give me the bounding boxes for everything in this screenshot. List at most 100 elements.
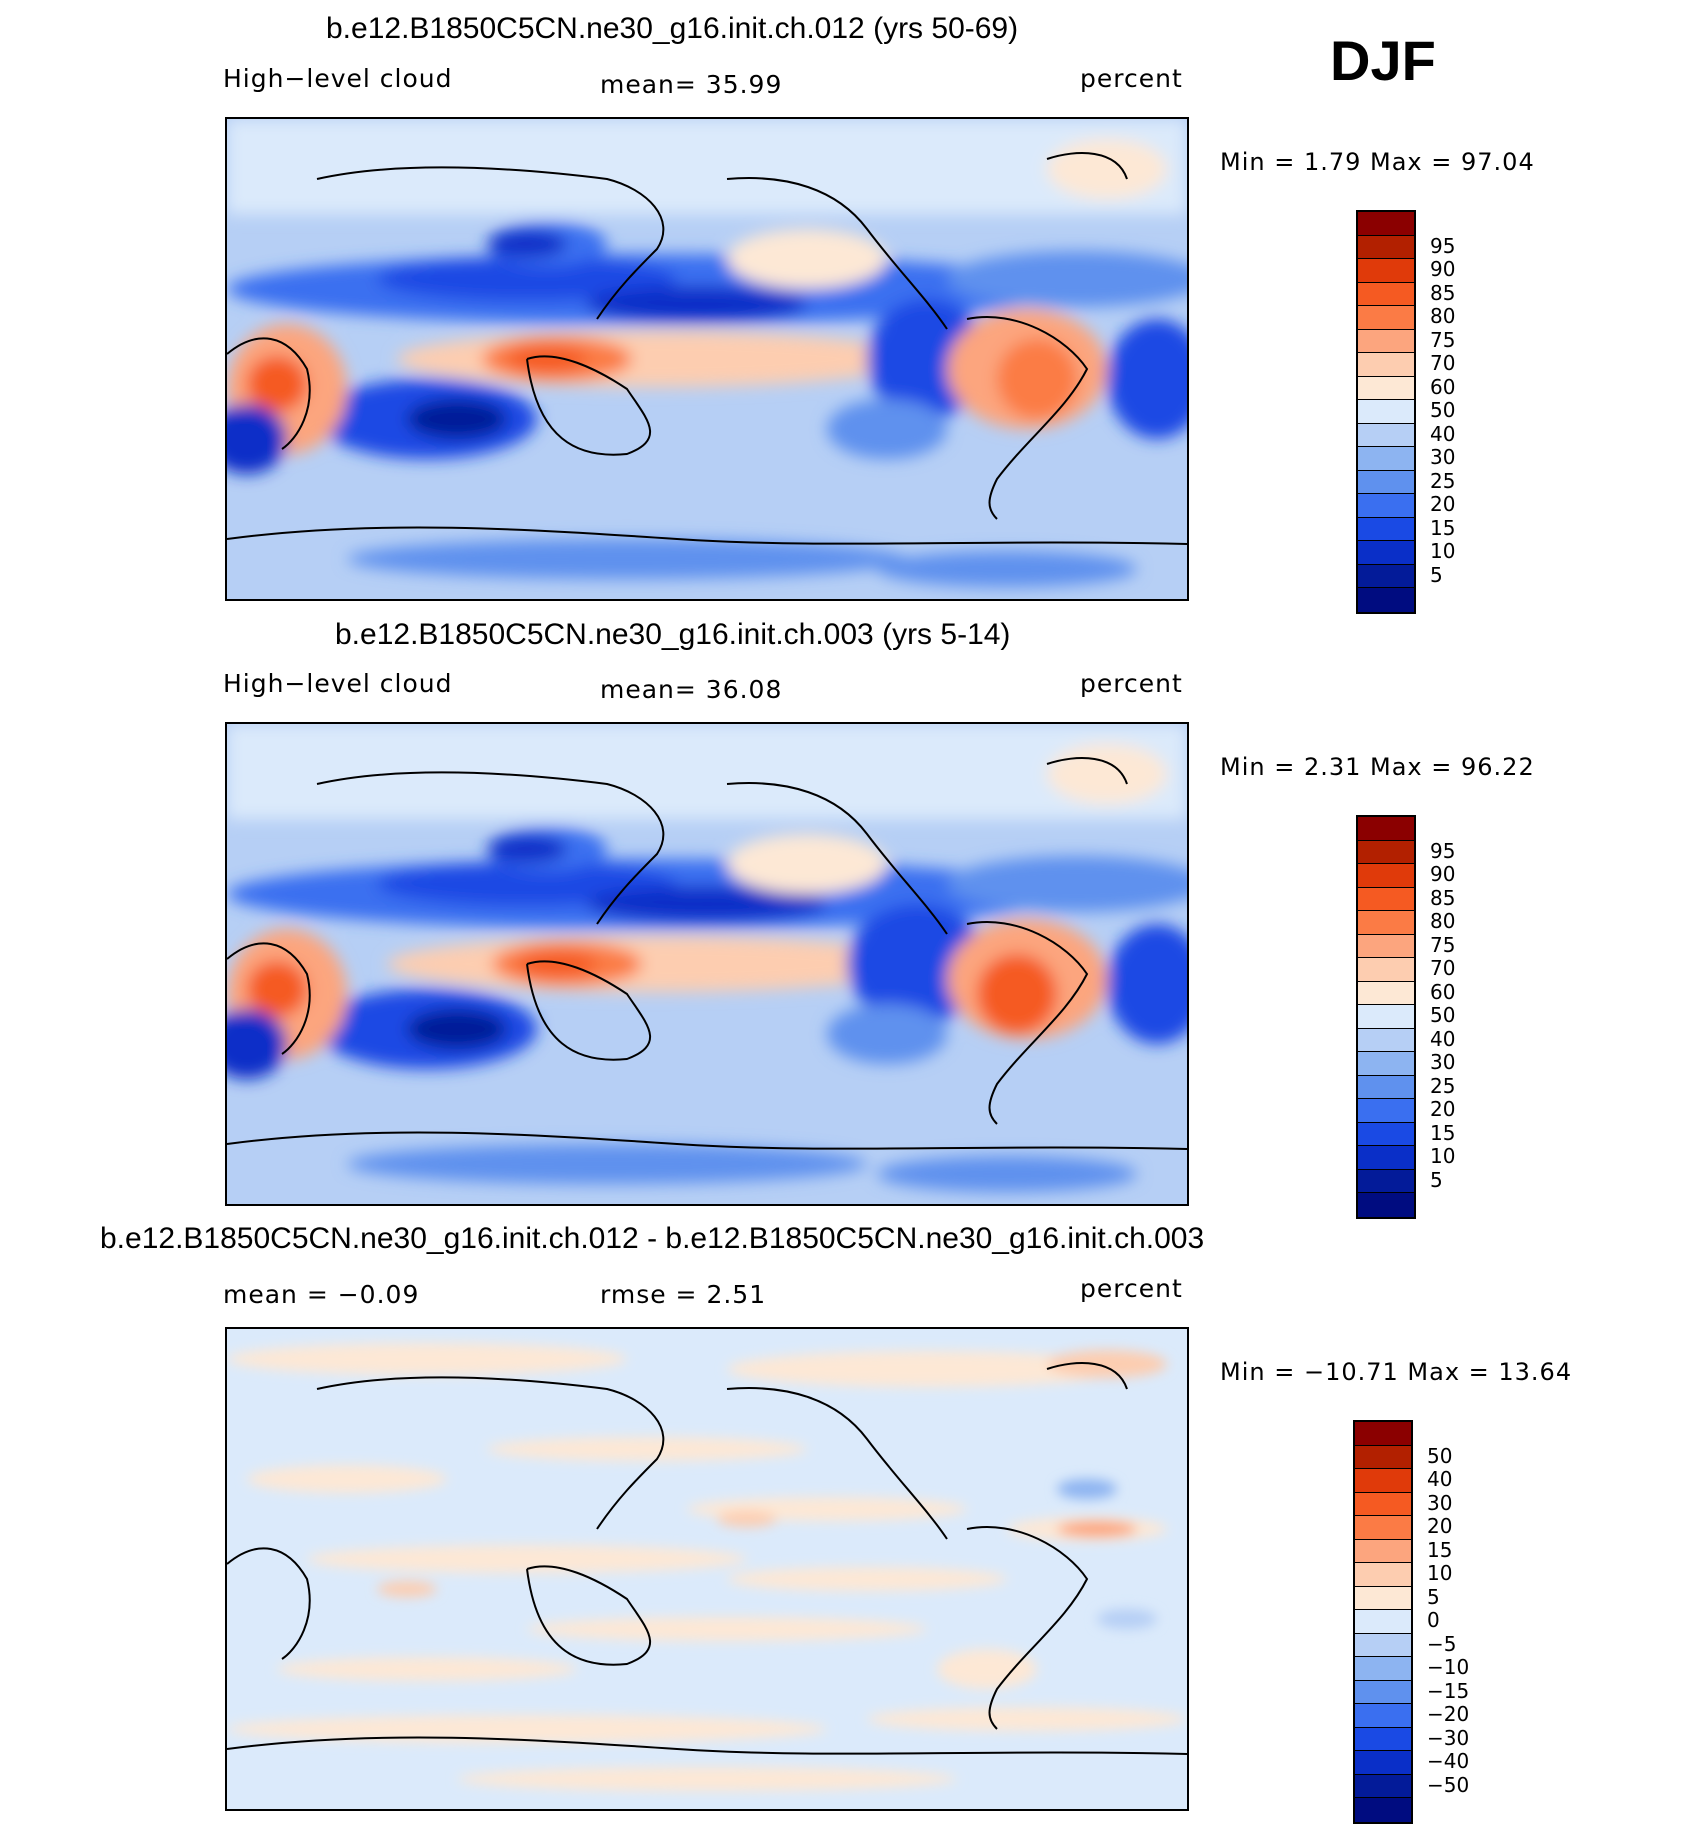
panel-2-mean-label: mean= 36.08 — [600, 675, 783, 704]
panel-1-title: b.e12.B1850C5CN.ne30_g16.init.ch.012 (yr… — [326, 12, 1019, 45]
panel-3-colorbar-tick-label: −50 — [1427, 1772, 1470, 1797]
panel-2-colorbar-cell — [1358, 911, 1414, 935]
panel-1-colorbar-tick-label: 50 — [1430, 398, 1456, 422]
panel-2-colorbar-tick-label: 15 — [1430, 1120, 1456, 1145]
panel-1-colorbar-tick-label: 75 — [1430, 327, 1456, 352]
panel-2-colorbar-tick-label: 10 — [1430, 1144, 1456, 1168]
panel-3-colorbar-cell — [1355, 1774, 1411, 1798]
panel-2-colorbar-cell — [1358, 817, 1414, 841]
panel-2-colorbar — [1356, 815, 1416, 1219]
panel-1-colorbar-cell — [1358, 588, 1414, 612]
panel-2-colorbar-cell — [1358, 1169, 1414, 1193]
panel-3-colorbar-tick-label: −5 — [1427, 1631, 1457, 1656]
panel-3-colorbar-tick-label: 50 — [1427, 1443, 1453, 1468]
panel-3-colorbar-tick-label: −15 — [1427, 1678, 1470, 1703]
panel-2-colorbar-cell — [1358, 1005, 1414, 1029]
panel-3-colorbar-cell — [1355, 1469, 1411, 1493]
panel-1-colorbar-tick-label: 70 — [1430, 351, 1456, 375]
panel-3-colorbar-cell — [1355, 1610, 1411, 1634]
panel-3-colorbar-tick-label: 30 — [1427, 1490, 1453, 1515]
panel-3-colorbar-cell — [1355, 1445, 1411, 1469]
panel-3-mean-label: mean = −0.09 — [223, 1280, 420, 1309]
panel-3-colorbar-tick-label: 40 — [1427, 1467, 1453, 1491]
panel-2-colorbar-tick-label: 80 — [1430, 909, 1456, 933]
panel-1-colorbar-tick-label: 5 — [1430, 562, 1443, 587]
panel-3-colorbar-cell — [1355, 1657, 1411, 1681]
panel-3-colorbar — [1353, 1420, 1413, 1824]
panel-3-colorbar-tick-label: 15 — [1427, 1537, 1453, 1562]
panel-2-colorbar-cell — [1358, 864, 1414, 888]
panel-3-units-label: percent — [1080, 1274, 1183, 1303]
panel-1-colorbar-tick-label: 90 — [1430, 257, 1456, 281]
panel-1-map — [225, 117, 1189, 601]
panel-1-colorbar-tick-label: 80 — [1430, 304, 1456, 328]
panel-2-colorbar-tick-label: 85 — [1430, 885, 1456, 910]
panel-3-map-plot — [227, 1329, 1187, 1809]
panel-2-colorbar-tick-label: 70 — [1430, 956, 1456, 980]
panel-2-colorbar-cell — [1358, 981, 1414, 1005]
panel-1-colorbar-cell — [1358, 306, 1414, 330]
panel-2-colorbar-tick-label: 30 — [1430, 1050, 1456, 1074]
panel-1-colorbar-tick-label: 15 — [1430, 515, 1456, 540]
panel-2-colorbar-cell — [1358, 1099, 1414, 1123]
season-label: DJF — [1330, 29, 1436, 92]
panel-2-colorbar-tick-label: 50 — [1430, 1003, 1456, 1027]
panel-1-colorbar-cell — [1358, 470, 1414, 494]
panel-1-colorbar — [1356, 210, 1416, 614]
panel-1-min-max: Min = 1.79 Max = 97.04 — [1220, 148, 1535, 176]
panel-2-units-label: percent — [1080, 669, 1183, 698]
panel-3-colorbar-tick-label: −20 — [1427, 1702, 1470, 1726]
panel-1-variable-label: High−level cloud — [223, 64, 453, 93]
panel-2-title: b.e12.B1850C5CN.ne30_g16.init.ch.003 (yr… — [335, 618, 1011, 651]
panel-2-colorbar-cell — [1358, 1052, 1414, 1076]
panel-3-colorbar-cell — [1355, 1633, 1411, 1657]
panel-2-map — [225, 722, 1189, 1206]
panel-3-colorbar-cell — [1355, 1704, 1411, 1728]
panel-1-colorbar-cell — [1358, 329, 1414, 353]
panel-1-units-label: percent — [1080, 64, 1183, 93]
panel-3-colorbar-cell — [1355, 1727, 1411, 1751]
panel-1-colorbar-cell — [1358, 282, 1414, 306]
panel-2-colorbar-tick-label: 5 — [1430, 1167, 1443, 1192]
panel-3-colorbar-cell — [1355, 1751, 1411, 1775]
panel-2-colorbar-cell — [1358, 1075, 1414, 1099]
panel-2-variable-label: High−level cloud — [223, 669, 453, 698]
panel-1-colorbar-tick-label: 30 — [1430, 445, 1456, 469]
panel-1-colorbar-tick-label: 95 — [1430, 233, 1456, 258]
panel-1-colorbar-tick-label: 60 — [1430, 374, 1456, 399]
panel-3-colorbar-tick-label: −40 — [1427, 1749, 1470, 1773]
panel-1-colorbar-tick-label: 10 — [1430, 539, 1456, 563]
panel-2-colorbar-cell — [1358, 1028, 1414, 1052]
panel-2-min-max: Min = 2.31 Max = 96.22 — [1220, 753, 1535, 781]
panel-3-colorbar-cell — [1355, 1492, 1411, 1516]
panel-2-colorbar-cell — [1358, 958, 1414, 982]
panel-1-colorbar-cell — [1358, 353, 1414, 377]
panel-3-colorbar-cell — [1355, 1539, 1411, 1563]
panel-1-colorbar-tick-label: 40 — [1430, 421, 1456, 446]
panel-1-colorbar-cell — [1358, 376, 1414, 400]
panel-2-colorbar-tick-label: 75 — [1430, 932, 1456, 957]
panel-1-colorbar-cell — [1358, 541, 1414, 565]
panel-3-colorbar-tick-label: 20 — [1427, 1514, 1453, 1538]
panel-1-map-plot — [227, 119, 1187, 599]
panel-1-colorbar-cell — [1358, 494, 1414, 518]
panel-1-colorbar-cell — [1358, 564, 1414, 588]
panel-1-colorbar-cell — [1358, 517, 1414, 541]
panel-2-colorbar-cell — [1358, 840, 1414, 864]
panel-1-colorbar-cell — [1358, 212, 1414, 236]
panel-1-colorbar-tick-label: 20 — [1430, 492, 1456, 516]
panel-2-colorbar-cell — [1358, 1122, 1414, 1146]
panel-1-colorbar-cell — [1358, 447, 1414, 471]
panel-3-colorbar-tick-label: 0 — [1427, 1608, 1440, 1632]
panel-3-colorbar-cell — [1355, 1798, 1411, 1822]
panel-3-title: b.e12.B1850C5CN.ne30_g16.init.ch.012 - b… — [100, 1222, 1205, 1255]
panel-1-colorbar-tick-label: 25 — [1430, 468, 1456, 493]
panel-3-colorbar-tick-label: −10 — [1427, 1655, 1470, 1679]
panel-3-colorbar-tick-label: −30 — [1427, 1725, 1470, 1750]
panel-1-mean-label: mean= 35.99 — [600, 70, 783, 99]
panel-2-map-plot — [227, 724, 1187, 1204]
panel-2-colorbar-tick-label: 20 — [1430, 1097, 1456, 1121]
panel-2-colorbar-cell — [1358, 1146, 1414, 1170]
panel-2-colorbar-cell — [1358, 934, 1414, 958]
panel-1-colorbar-cell — [1358, 423, 1414, 447]
